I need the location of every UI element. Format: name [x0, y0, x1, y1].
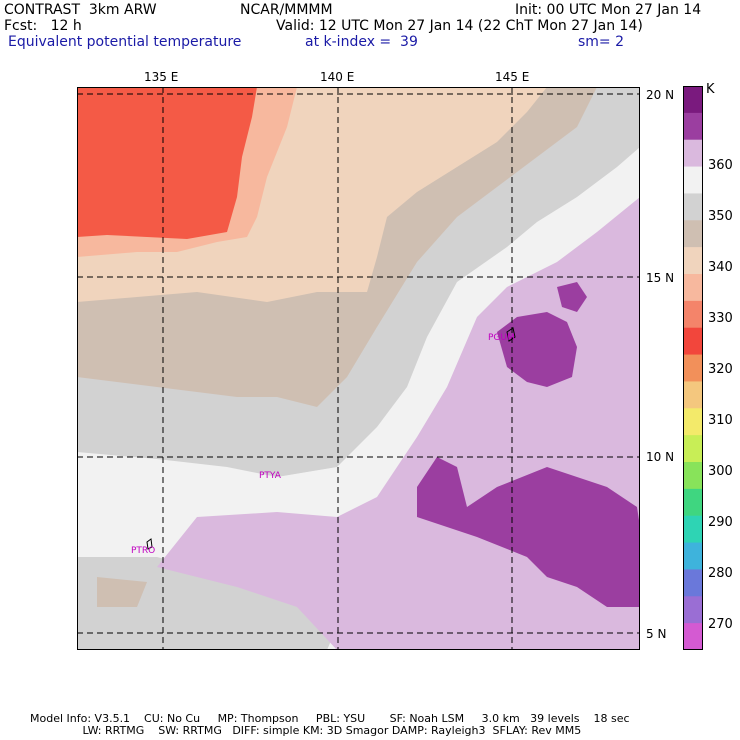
legend-swatch [683, 515, 703, 544]
guam-island-outline [506, 327, 516, 342]
legend-swatch [683, 112, 703, 141]
model-title: CONTRAST 3km ARW [4, 2, 157, 18]
lat-lon-grid [77, 87, 640, 650]
legend-swatch [683, 193, 703, 221]
station-label-ptya: PTYA [259, 471, 281, 481]
color-legend-bar [683, 86, 703, 650]
contour-330-region [77, 87, 257, 239]
map-panel: PGUM PTYA PTRO [77, 87, 640, 650]
legend-swatch [683, 86, 703, 114]
legend-label-270: 270 [708, 617, 733, 632]
model-info-line2: LW: RRTMG SW: RRTMG DIFF: simple KM: 3D … [30, 724, 582, 737]
lat-label-10: 10 N [646, 450, 675, 464]
organization-label: NCAR/MMMM [240, 2, 333, 18]
palau-island-outline [146, 538, 153, 550]
legend-swatch [683, 488, 703, 517]
legend-swatch [683, 354, 703, 382]
legend-swatch [683, 327, 703, 356]
legend-label-300: 300 [708, 464, 733, 479]
contour-365-patch-north [497, 312, 577, 387]
legend-swatch [683, 220, 703, 248]
station-label-pgum: PGUM [488, 333, 515, 343]
station-label-ptro: PTRO [131, 546, 156, 556]
map-frame [77, 87, 640, 650]
legend-unit: K [706, 82, 715, 97]
legend-swatch [683, 247, 703, 275]
lat-label-5: 5 N [646, 627, 667, 641]
valid-time: Valid: 12 UTC Mon 27 Jan 14 (22 ChT Mon … [276, 18, 643, 34]
contour-345-south-region [97, 577, 147, 607]
init-time: Init: 00 UTC Mon 27 Jan 14 [515, 2, 702, 18]
legend-label-350: 350 [708, 209, 733, 224]
contour-365-patch-east [557, 282, 587, 312]
legend-swatch [683, 139, 703, 168]
legend-swatch [683, 435, 703, 463]
legend-label-340: 340 [708, 260, 733, 275]
lat-label-15: 15 N [646, 271, 675, 285]
smoothing-label: sm= 2 [578, 34, 625, 50]
legend-swatch [683, 596, 703, 624]
legend-label-320: 320 [708, 362, 733, 377]
lon-label-135: 135 E [144, 70, 179, 84]
legend-label-280: 280 [708, 566, 733, 581]
legend-swatch [683, 623, 703, 650]
legend-frame [683, 86, 703, 650]
legend-label-290: 290 [708, 515, 733, 530]
lat-label-20: 20 N [646, 88, 675, 102]
model-info-line1: Model Info: V3.5.1 CU: No Cu MP: Thompso… [30, 712, 630, 725]
legend-label-310: 310 [708, 413, 733, 428]
legend-swatch [683, 381, 703, 409]
legend-swatch [683, 274, 703, 302]
theta-e-map [77, 87, 640, 650]
legend-swatch [683, 462, 703, 490]
legend-swatch [683, 300, 703, 329]
legend-label-330: 330 [708, 311, 733, 326]
contour-350-south-region [77, 557, 337, 650]
k-index-label: at k-index = 39 [305, 34, 418, 50]
forecast-hour: Fcst: 12 h [4, 18, 82, 34]
lon-label-140: 140 E [320, 70, 355, 84]
field-name: Equivalent potential temperature [8, 34, 242, 50]
legend-swatch [683, 569, 703, 597]
legend-swatch [683, 408, 703, 436]
lon-label-145: 145 E [495, 70, 530, 84]
contour-365-patch-south [417, 457, 640, 607]
legend-swatch [683, 166, 703, 194]
legend-label-360: 360 [708, 158, 733, 173]
legend-swatch [683, 542, 703, 570]
